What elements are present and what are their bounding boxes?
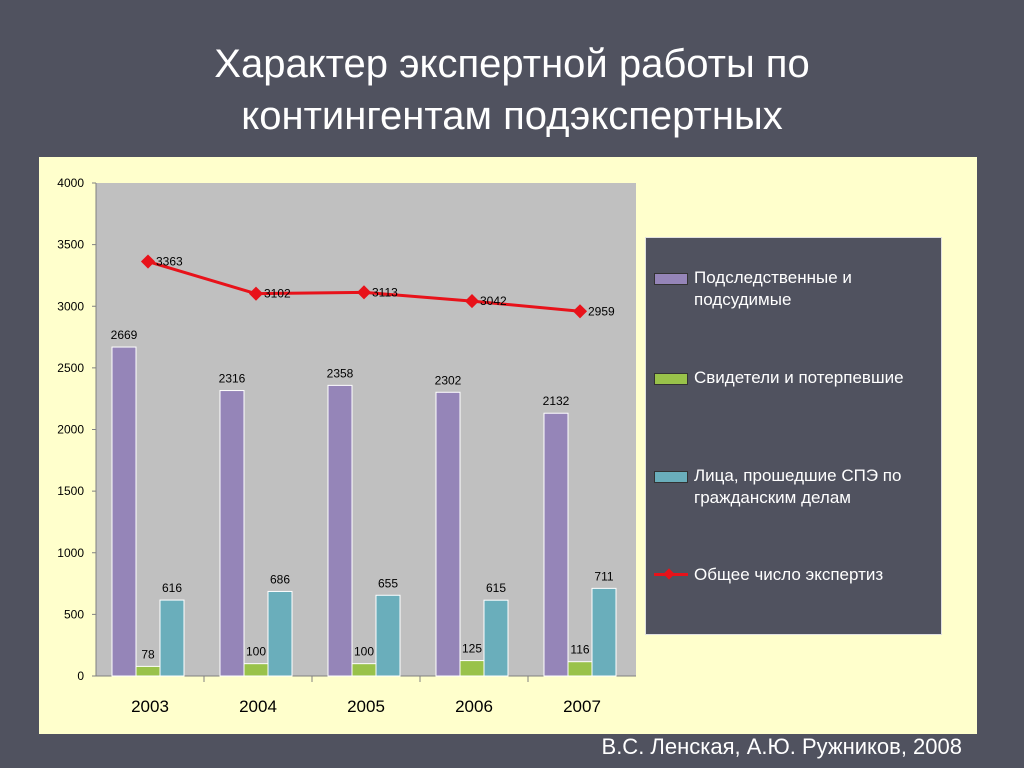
bar-civil — [483, 599, 509, 677]
bar-suspects — [111, 346, 137, 677]
legend-swatch-witnesses — [654, 373, 688, 385]
legend-label-suspects: Подследственные и подсудимые — [694, 268, 852, 309]
x-tick-label: 2006 — [455, 697, 493, 716]
y-tick-label: 3500 — [57, 238, 84, 252]
bar-value-label: 616 — [162, 581, 182, 595]
bar-witnesses — [459, 660, 485, 677]
bar-value-label: 655 — [378, 576, 398, 590]
bar-value-label: 2302 — [435, 373, 462, 387]
author-credit: В.С. Ленская, А.Ю. Ружников, 2008 — [601, 734, 962, 759]
bar-witnesses — [135, 665, 161, 677]
legend: Подследственные и подсудимые Свидетели и… — [645, 237, 942, 635]
bar-witnesses — [243, 663, 269, 677]
bar-suspects — [327, 384, 353, 677]
line-value-label: 3102 — [264, 287, 291, 301]
bar-value-label: 100 — [246, 645, 266, 659]
bar-suspects — [543, 412, 569, 677]
line-value-label: 3042 — [480, 294, 507, 308]
y-tick-label: 3000 — [57, 299, 84, 313]
bar-suspects — [435, 391, 461, 677]
point-total — [572, 304, 588, 319]
y-tick-label: 500 — [64, 607, 84, 621]
y-tick-label: 2000 — [57, 423, 84, 437]
y-tick-label: 1500 — [57, 484, 84, 498]
bar-value-label: 2132 — [543, 394, 570, 408]
bar-value-label: 100 — [354, 645, 374, 659]
line-value-label: 2959 — [588, 304, 615, 318]
bar-civil — [591, 587, 617, 677]
bar-value-label: 711 — [594, 569, 613, 583]
bar-value-label: 2316 — [219, 372, 246, 386]
bar-suspects — [219, 390, 245, 677]
legend-marker-total — [663, 568, 675, 580]
x-tick-label: 2003 — [131, 697, 169, 716]
y-tick-label: 4000 — [57, 176, 84, 190]
bar-value-label: 615 — [486, 581, 506, 595]
bar-civil — [159, 599, 185, 677]
point-total — [140, 254, 156, 269]
legend-label-total: Общее число экспертиз — [694, 565, 884, 584]
title-line-1: Характер экспертной работы по — [214, 42, 810, 86]
line-value-label: 3363 — [156, 255, 183, 269]
x-tick-label: 2004 — [239, 697, 277, 716]
legend-label-witnesses: Свидетели и потерпевшие — [694, 368, 904, 387]
bar-value-label: 78 — [141, 647, 155, 661]
legend-swatch-civil — [654, 471, 688, 483]
line-value-label: 3113 — [372, 285, 398, 299]
y-tick-label: 2500 — [57, 361, 84, 375]
bar-witnesses — [567, 661, 593, 677]
bar-value-label: 116 — [570, 643, 589, 657]
point-total — [464, 294, 480, 309]
legend-label-civil: Лица, прошедшие СПЭ по гражданским делам — [694, 466, 902, 507]
bar-value-label: 125 — [462, 642, 482, 656]
bar-value-label: 686 — [270, 572, 290, 586]
bar-witnesses — [351, 663, 377, 677]
y-tick-label: 0 — [77, 669, 84, 683]
bar-value-label: 2669 — [111, 328, 138, 342]
x-tick-label: 2007 — [563, 697, 601, 716]
bar-civil — [267, 590, 293, 677]
y-tick-label: 1000 — [57, 546, 84, 560]
bar-value-label: 2358 — [327, 366, 354, 380]
legend-swatch-suspects — [654, 273, 688, 285]
point-total — [356, 285, 372, 300]
slide-title: Характер экспертной работы по контингент… — [0, 38, 1024, 142]
point-total — [248, 286, 264, 301]
bar-civil — [375, 594, 401, 677]
x-tick-label: 2005 — [347, 697, 385, 716]
title-line-2: контингентам подэкспертных — [241, 94, 783, 138]
